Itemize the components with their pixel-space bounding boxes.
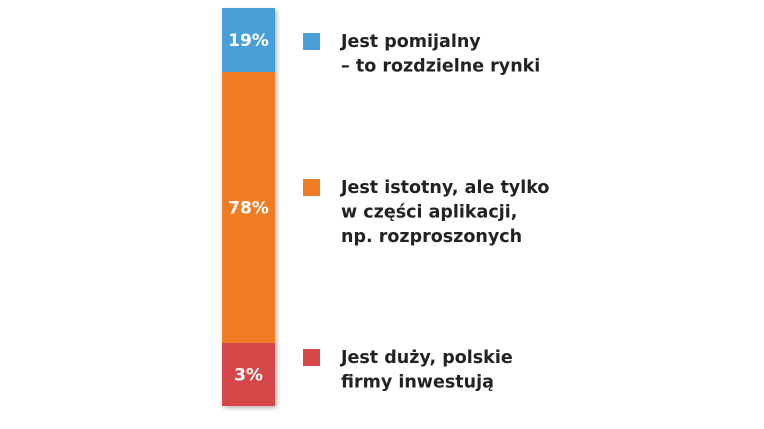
segment-value-label-1: 19%: [228, 31, 269, 51]
legend-label-2-line-3: np. rozproszonych: [341, 227, 522, 247]
legend-label-2-line-2: w części aplikacji,: [341, 203, 517, 223]
segment-value-label-3: 3%: [234, 366, 263, 386]
bar-group: [222, 8, 275, 406]
legend-label-1-line-1: Jest pomijalny: [340, 32, 481, 52]
legend-swatch-1: [303, 33, 320, 50]
legend: Jest pomijalny – to rozdzielne rynki Jest …: [303, 32, 549, 393]
legend-label-2-line-1: Jest istotny, ale tylko: [340, 178, 549, 198]
segment-value-label-2: 78%: [228, 199, 269, 219]
legend-label-3-line-1: Jest duży, polskie: [340, 348, 513, 368]
legend-swatch-2: [303, 179, 320, 196]
segment-labels: 19% 78% 3%: [228, 31, 269, 386]
legend-label-3-line-2: firmy inwestują: [341, 373, 494, 393]
bar-segment-1: [222, 8, 275, 72]
bar-segment-2: [222, 72, 275, 343]
legend-swatch-3: [303, 349, 320, 366]
bar-segment-3: [222, 343, 275, 406]
legend-label-1-line-2: – to rozdzielne rynki: [341, 57, 540, 77]
